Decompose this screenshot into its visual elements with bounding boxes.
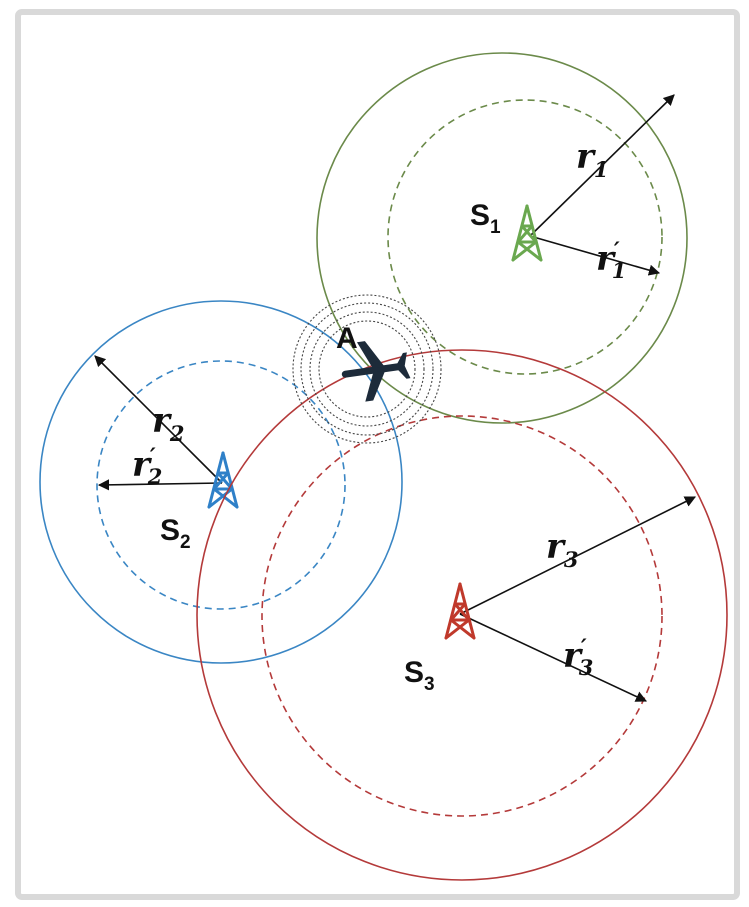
s1-outer-range-circle <box>316 52 688 424</box>
label-r3: r3 <box>546 527 579 572</box>
label-r3-prime: r′ 3 <box>563 635 593 680</box>
s1-inner-range-circle <box>387 99 663 375</box>
r1-arrow <box>529 94 675 237</box>
label-s3: S3 <box>404 656 435 695</box>
label-s1: S1 <box>470 199 501 238</box>
s3-inner-range-circle <box>261 415 663 817</box>
label-r1: r1 <box>576 137 609 182</box>
label-r2: r2 <box>152 401 185 446</box>
aircraft-ring-3 <box>300 302 434 436</box>
r3-prime-arrow <box>459 613 648 702</box>
station-s2-group: S2 r2 r′ 2 <box>39 300 403 664</box>
airplane-icon <box>341 341 411 402</box>
r1-prime-arrow <box>529 235 661 276</box>
r3-arrow <box>459 496 697 615</box>
s3-tower-icon <box>444 582 476 640</box>
label-s2: S2 <box>160 514 191 553</box>
s2-outer-range-circle <box>39 300 403 664</box>
frame-border <box>15 9 740 900</box>
s3-outer-range-circle <box>196 349 728 881</box>
aircraft-group: A <box>292 294 442 444</box>
label-aircraft: A <box>336 322 358 355</box>
station-s1-group: S1 r1 r′ 1 <box>316 52 688 424</box>
aircraft-ring-1 <box>318 320 416 418</box>
aircraft-ring-2 <box>309 311 425 427</box>
s2-inner-range-circle <box>96 360 346 610</box>
r2-prime-arrow <box>97 479 223 491</box>
label-r1-prime: r′ 1 <box>596 238 626 283</box>
label-r2-prime: r′ 2 <box>132 444 162 489</box>
aircraft-ring-4 <box>292 294 442 444</box>
s1-tower-icon <box>511 204 543 262</box>
station-s3-group: S3 r3 r′ 3 <box>196 349 728 881</box>
r2-arrow <box>94 355 223 484</box>
